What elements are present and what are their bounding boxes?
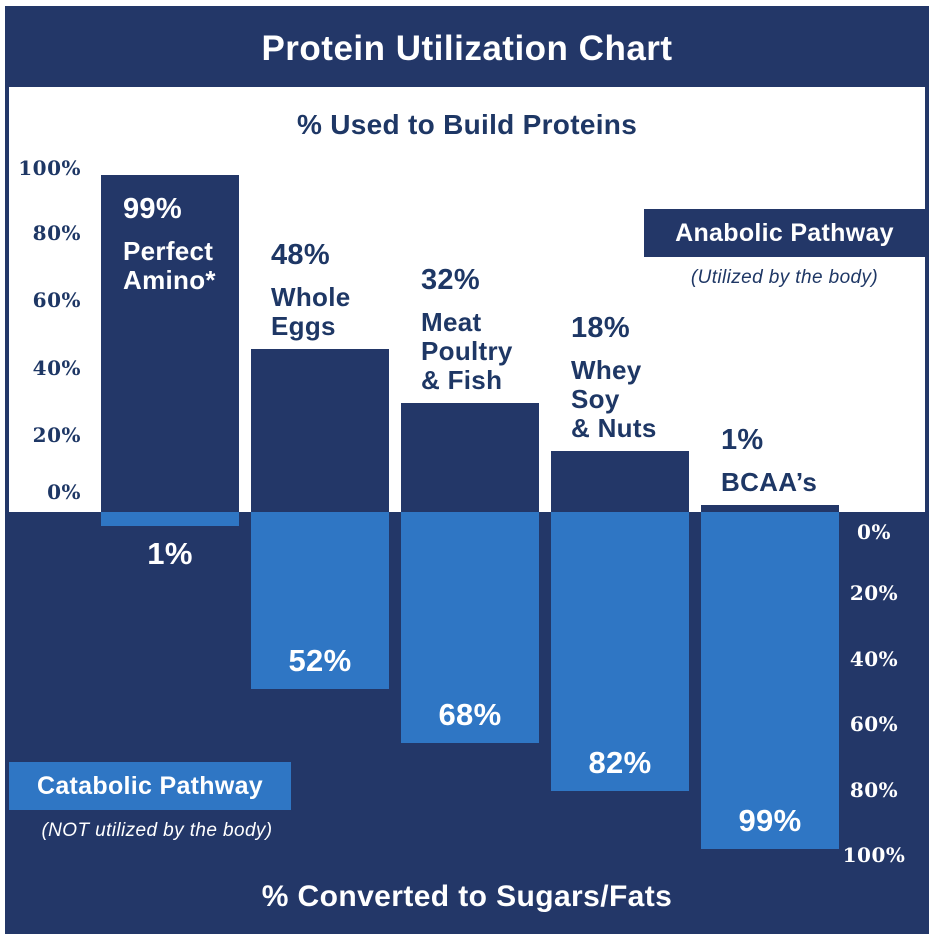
catabolic-bar-1 bbox=[101, 512, 239, 526]
left-axis-tick: 0% bbox=[47, 480, 81, 504]
category-name-line: & Nuts bbox=[571, 412, 657, 443]
converted-percent-value: 99% bbox=[738, 802, 802, 838]
chart-header: Protein Utilization Chart bbox=[9, 10, 925, 87]
catabolic-bar-4 bbox=[551, 512, 689, 791]
category-label-3: 32% Meat Poultry & Fish bbox=[421, 264, 513, 395]
chart-frame: Protein Utilization Chart % Used to Buil… bbox=[5, 6, 929, 934]
converted-percent-value: 1% bbox=[147, 536, 193, 571]
right-axis-tick: 40% bbox=[849, 647, 899, 671]
anabolic-bar-4 bbox=[551, 450, 689, 512]
category-name-line: Poultry bbox=[421, 336, 513, 367]
category-name-line: Eggs bbox=[271, 310, 336, 341]
left-axis-tick: 100% bbox=[18, 156, 81, 180]
category-label-5: 1% BCAA’s bbox=[721, 424, 817, 497]
anabolic-pathway-caption: (Utilized by the body) bbox=[690, 267, 879, 288]
catabolic-pathway-label: Catabolic Pathway bbox=[37, 771, 263, 800]
build-percent-value: 32% bbox=[421, 264, 480, 297]
anabolic-bar-2 bbox=[251, 348, 389, 512]
category-label-1: 99% Perfect Amino* bbox=[123, 193, 216, 295]
category-name-line: BCAA’s bbox=[721, 467, 818, 497]
left-axis-tick: 20% bbox=[32, 423, 81, 447]
category-name-line: Whole bbox=[271, 281, 351, 312]
category-name-line: Amino* bbox=[123, 265, 216, 296]
bottom-axis-title: % Converted to Sugars/Fats bbox=[261, 880, 673, 913]
build-percent-value: 48% bbox=[271, 238, 330, 271]
converted-percent-value: 82% bbox=[588, 744, 652, 780]
anabolic-bar-1 bbox=[101, 175, 239, 512]
chart-title: Protein Utilization Chart bbox=[261, 28, 673, 68]
build-percent-value: 1% bbox=[721, 424, 764, 456]
right-axis-tick: 100% bbox=[842, 843, 906, 867]
category-name-line: Soy bbox=[571, 383, 620, 414]
converted-percent-value: 68% bbox=[438, 697, 502, 733]
catabolic-bar-3 bbox=[401, 512, 539, 744]
category-name-line: Perfect bbox=[123, 236, 214, 267]
catabolic-pathway-caption: (NOT utilized by the body) bbox=[41, 820, 273, 841]
catabolic-section: 0% 20% 40% 60% 80% 100% 1% 52% 68% 82% 99% Catabo… bbox=[9, 512, 925, 930]
right-axis-tick: 60% bbox=[849, 712, 899, 736]
top-axis-title: % Used to Build Proteins bbox=[296, 109, 638, 140]
catabolic-bar-5 bbox=[701, 512, 839, 849]
anabolic-section: % Used to Build Proteins 100% 80% 60% 40% 20… bbox=[9, 87, 925, 512]
build-percent-value: 18% bbox=[571, 311, 630, 344]
anabolic-bar-5 bbox=[701, 505, 839, 512]
build-percent-value: 99% bbox=[123, 193, 182, 226]
category-name-line: Meat bbox=[421, 307, 482, 338]
left-axis-tick: 40% bbox=[32, 356, 81, 380]
anabolic-pathway-badge: Anabolic Pathway bbox=[644, 209, 925, 257]
anabolic-bar-3 bbox=[401, 403, 539, 512]
anabolic-pathway-label: Anabolic Pathway bbox=[675, 218, 894, 247]
catabolic-pathway-badge: Catabolic Pathway bbox=[9, 762, 291, 810]
category-label-2: 48% Whole Eggs bbox=[271, 239, 351, 341]
right-axis-tick: 80% bbox=[849, 778, 899, 802]
converted-percent-value: 52% bbox=[288, 642, 352, 678]
catabolic-bar-2 bbox=[251, 512, 389, 689]
right-axis-tick: 20% bbox=[849, 581, 899, 605]
category-label-4: 18% Whey Soy & Nuts bbox=[571, 312, 657, 443]
left-axis-tick: 80% bbox=[32, 221, 81, 245]
right-axis-tick: 0% bbox=[857, 520, 891, 544]
category-name-line: & Fish bbox=[421, 365, 503, 396]
left-axis-tick: 60% bbox=[32, 288, 81, 312]
category-name-line: Whey bbox=[571, 354, 642, 385]
